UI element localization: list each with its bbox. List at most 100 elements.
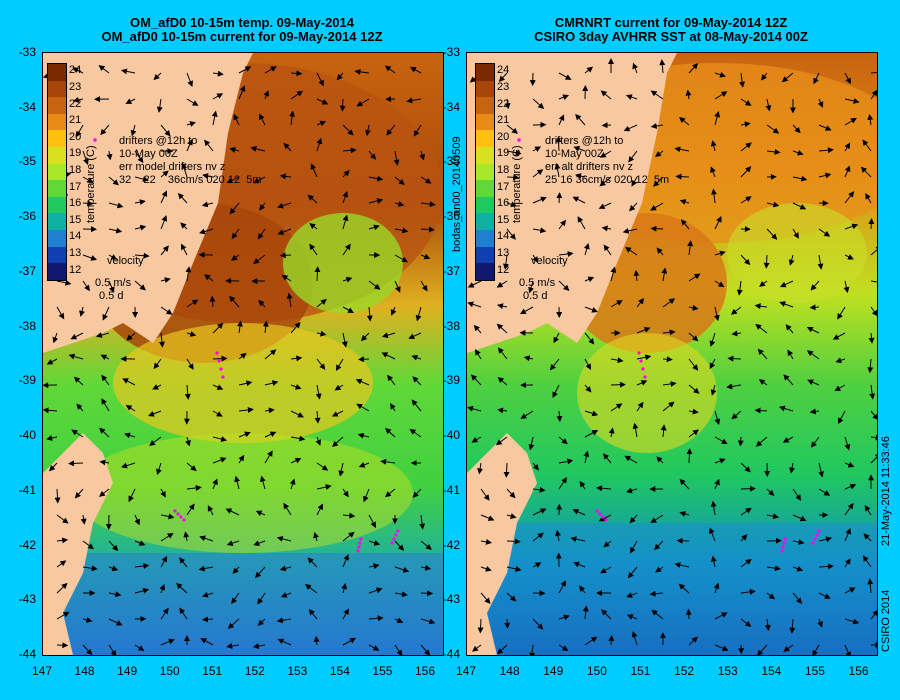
current-vector — [711, 188, 717, 204]
current-vector — [661, 267, 668, 282]
current-vector — [601, 122, 612, 129]
current-vector — [731, 410, 742, 420]
current-vector — [818, 228, 831, 237]
lat-tick-label: -35 — [442, 154, 460, 169]
current-vector — [70, 332, 84, 340]
current-vectors-left — [43, 65, 436, 655]
current-vector — [792, 539, 805, 546]
current-vector — [290, 457, 302, 464]
current-vector — [709, 332, 716, 347]
current-vector — [844, 223, 859, 230]
current-vector — [264, 380, 279, 387]
current-vector — [868, 332, 875, 344]
current-vector — [420, 564, 432, 571]
lat-tick-label: -33 — [442, 45, 460, 59]
current-vector — [740, 121, 751, 128]
current-vector — [870, 89, 877, 100]
current-vector — [342, 169, 350, 178]
current-vector — [553, 332, 560, 344]
current-vector — [554, 162, 561, 178]
current-vector — [601, 609, 612, 620]
current-vector — [602, 453, 612, 464]
colorbar-swatch — [476, 130, 494, 148]
current-vector — [316, 120, 327, 127]
current-vector — [766, 228, 778, 240]
lon-tick-label: 147 — [32, 664, 53, 678]
current-vector — [82, 176, 94, 183]
current-vector — [230, 254, 240, 261]
left-velocity-label: velocity — [107, 255, 144, 267]
colorbar-swatch — [48, 196, 66, 214]
current-vector — [331, 410, 344, 417]
lon-tick-label: 156 — [848, 664, 869, 678]
left-drifters-text: drifters @12h to 10-May 00Z err model dr… — [119, 135, 262, 186]
current-vector — [532, 508, 547, 516]
current-vector — [212, 93, 224, 100]
current-vector — [688, 304, 699, 311]
drifter-position — [215, 351, 219, 355]
current-vector — [818, 536, 833, 543]
current-vector — [342, 531, 355, 542]
current-vector — [314, 410, 321, 424]
current-vector — [818, 172, 832, 179]
current-vector — [599, 150, 612, 158]
colorbar-tick: 12 — [69, 263, 82, 276]
current-vector — [809, 408, 820, 415]
current-vector — [843, 280, 850, 294]
left-colorbar — [47, 63, 67, 281]
current-vector — [253, 540, 266, 546]
current-vector — [368, 563, 380, 570]
current-vector — [212, 478, 218, 490]
lon-tick-label: 152 — [244, 664, 265, 678]
current-vector — [412, 488, 422, 498]
drifter-position — [780, 549, 784, 553]
colorbar-tick: 21 — [69, 114, 82, 127]
lon-tick-label: 149 — [543, 664, 564, 678]
left-velocity-scale: 0.5 m/s — [95, 277, 132, 289]
current-vector — [863, 533, 872, 542]
lon-tick-label: 154 — [761, 664, 782, 678]
current-vector — [124, 432, 136, 439]
current-vector — [709, 527, 716, 542]
current-vector — [290, 70, 303, 77]
current-vector — [420, 201, 436, 208]
lon-tick-label: 153 — [717, 664, 738, 678]
current-vector — [688, 636, 698, 646]
current-vector — [867, 113, 874, 126]
current-vector — [662, 356, 673, 363]
left-map-svg — [43, 53, 443, 655]
current-vector — [156, 462, 162, 476]
lon-tick-label: 155 — [372, 664, 393, 678]
drifter-position — [396, 529, 400, 533]
current-vector — [506, 124, 518, 134]
current-vector — [629, 540, 638, 554]
current-vector — [290, 355, 303, 362]
current-vector — [316, 484, 332, 491]
lon-tick-label: 156 — [414, 664, 435, 678]
current-vector — [341, 332, 348, 348]
current-vector — [713, 582, 720, 594]
colorbar-swatch — [476, 147, 494, 164]
current-vector — [792, 514, 807, 522]
land-tasmania — [43, 433, 113, 655]
current-vector — [255, 510, 266, 517]
current-vector — [354, 68, 370, 75]
current-vector — [650, 225, 664, 232]
left-colorbar-label: temperature (C) — [85, 145, 97, 223]
current-vector — [156, 98, 163, 113]
right-map-svg — [467, 53, 877, 655]
current-vector — [870, 609, 877, 620]
current-vector — [740, 558, 752, 568]
current-vector — [101, 374, 110, 386]
current-vector — [342, 147, 357, 154]
current-vector — [844, 618, 860, 625]
current-vector — [529, 644, 536, 655]
left-map-panel: temperature (C) drifters @12h to 10-May … — [42, 52, 444, 656]
current-vector — [757, 348, 768, 360]
lat-tick-label: -43 — [18, 592, 36, 607]
current-vector — [558, 614, 570, 621]
current-vector — [134, 150, 144, 164]
current-vector — [870, 280, 877, 283]
current-vector — [552, 384, 560, 398]
current-vector — [782, 436, 794, 443]
